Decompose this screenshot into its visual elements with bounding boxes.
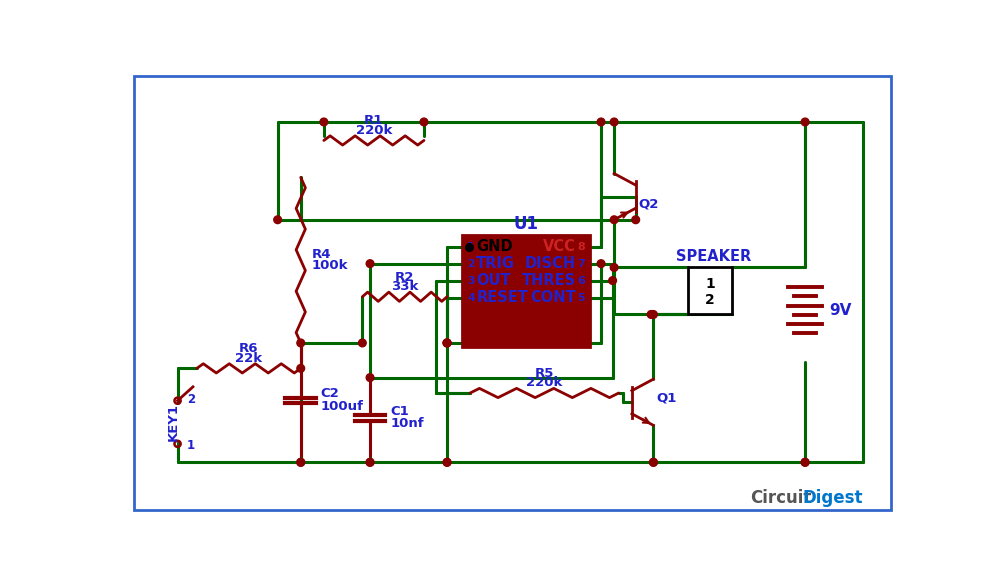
Text: R4: R4 xyxy=(312,248,331,260)
Text: R6: R6 xyxy=(239,342,259,356)
Text: Digest: Digest xyxy=(802,489,863,507)
Circle shape xyxy=(610,118,618,126)
Text: OUT: OUT xyxy=(476,273,511,288)
Text: 8: 8 xyxy=(577,242,585,252)
Text: 5: 5 xyxy=(577,292,585,303)
Circle shape xyxy=(610,216,618,224)
Text: Q1: Q1 xyxy=(656,392,677,405)
Circle shape xyxy=(366,458,374,466)
Text: SPEAKER: SPEAKER xyxy=(676,249,751,264)
Text: Circuit: Circuit xyxy=(750,489,811,507)
Text: THRES: THRES xyxy=(522,273,576,288)
Text: 6: 6 xyxy=(577,276,585,285)
Circle shape xyxy=(597,260,605,267)
Circle shape xyxy=(801,458,809,466)
Text: 3: 3 xyxy=(467,276,475,285)
Text: 220k: 220k xyxy=(356,124,392,137)
Text: KEY1: KEY1 xyxy=(166,403,179,441)
Text: R1: R1 xyxy=(364,114,384,128)
Text: 2: 2 xyxy=(467,259,475,269)
Circle shape xyxy=(297,339,305,347)
Text: R5: R5 xyxy=(535,367,554,380)
Circle shape xyxy=(297,458,305,466)
Bar xyxy=(462,235,590,347)
Text: VCC: VCC xyxy=(543,239,576,254)
Text: 33k: 33k xyxy=(391,280,418,293)
Text: 9V: 9V xyxy=(830,303,852,318)
Circle shape xyxy=(274,216,282,224)
Circle shape xyxy=(650,458,657,466)
Text: 7: 7 xyxy=(577,259,585,269)
Circle shape xyxy=(443,458,451,466)
Text: C2: C2 xyxy=(321,387,340,400)
Circle shape xyxy=(650,458,657,466)
Text: TRIG: TRIG xyxy=(476,256,515,271)
Circle shape xyxy=(650,311,657,318)
Circle shape xyxy=(366,260,374,267)
Circle shape xyxy=(366,458,374,466)
Circle shape xyxy=(358,339,366,347)
Text: Q2: Q2 xyxy=(639,198,659,211)
Circle shape xyxy=(420,118,428,126)
Circle shape xyxy=(443,339,451,347)
Circle shape xyxy=(443,339,451,347)
Text: 10nf: 10nf xyxy=(390,417,424,430)
Circle shape xyxy=(610,264,618,271)
Circle shape xyxy=(801,118,809,126)
Text: U1: U1 xyxy=(513,215,538,233)
Circle shape xyxy=(647,311,655,318)
Circle shape xyxy=(609,277,616,284)
Text: 2: 2 xyxy=(187,393,195,405)
Text: 100k: 100k xyxy=(312,259,348,272)
Text: 100uf: 100uf xyxy=(321,400,364,412)
Text: 220k: 220k xyxy=(526,376,563,389)
Text: 2: 2 xyxy=(705,293,715,307)
Circle shape xyxy=(297,458,305,466)
Circle shape xyxy=(297,364,305,372)
Circle shape xyxy=(320,118,328,126)
Circle shape xyxy=(801,458,809,466)
Text: 1: 1 xyxy=(187,439,195,452)
Text: DISCH: DISCH xyxy=(525,256,576,271)
Text: 4: 4 xyxy=(467,292,475,303)
Circle shape xyxy=(443,458,451,466)
Circle shape xyxy=(443,339,451,347)
Circle shape xyxy=(597,118,605,126)
Circle shape xyxy=(366,374,374,382)
Bar xyxy=(688,267,732,314)
Text: RESET: RESET xyxy=(476,290,528,305)
Text: C1: C1 xyxy=(390,405,409,418)
Text: GND: GND xyxy=(476,239,513,254)
Text: 22k: 22k xyxy=(235,351,262,364)
Text: 1: 1 xyxy=(705,277,715,291)
Text: R2: R2 xyxy=(395,271,414,284)
Text: CONT: CONT xyxy=(530,290,576,305)
Text: 1: 1 xyxy=(467,242,475,252)
Circle shape xyxy=(632,216,640,224)
